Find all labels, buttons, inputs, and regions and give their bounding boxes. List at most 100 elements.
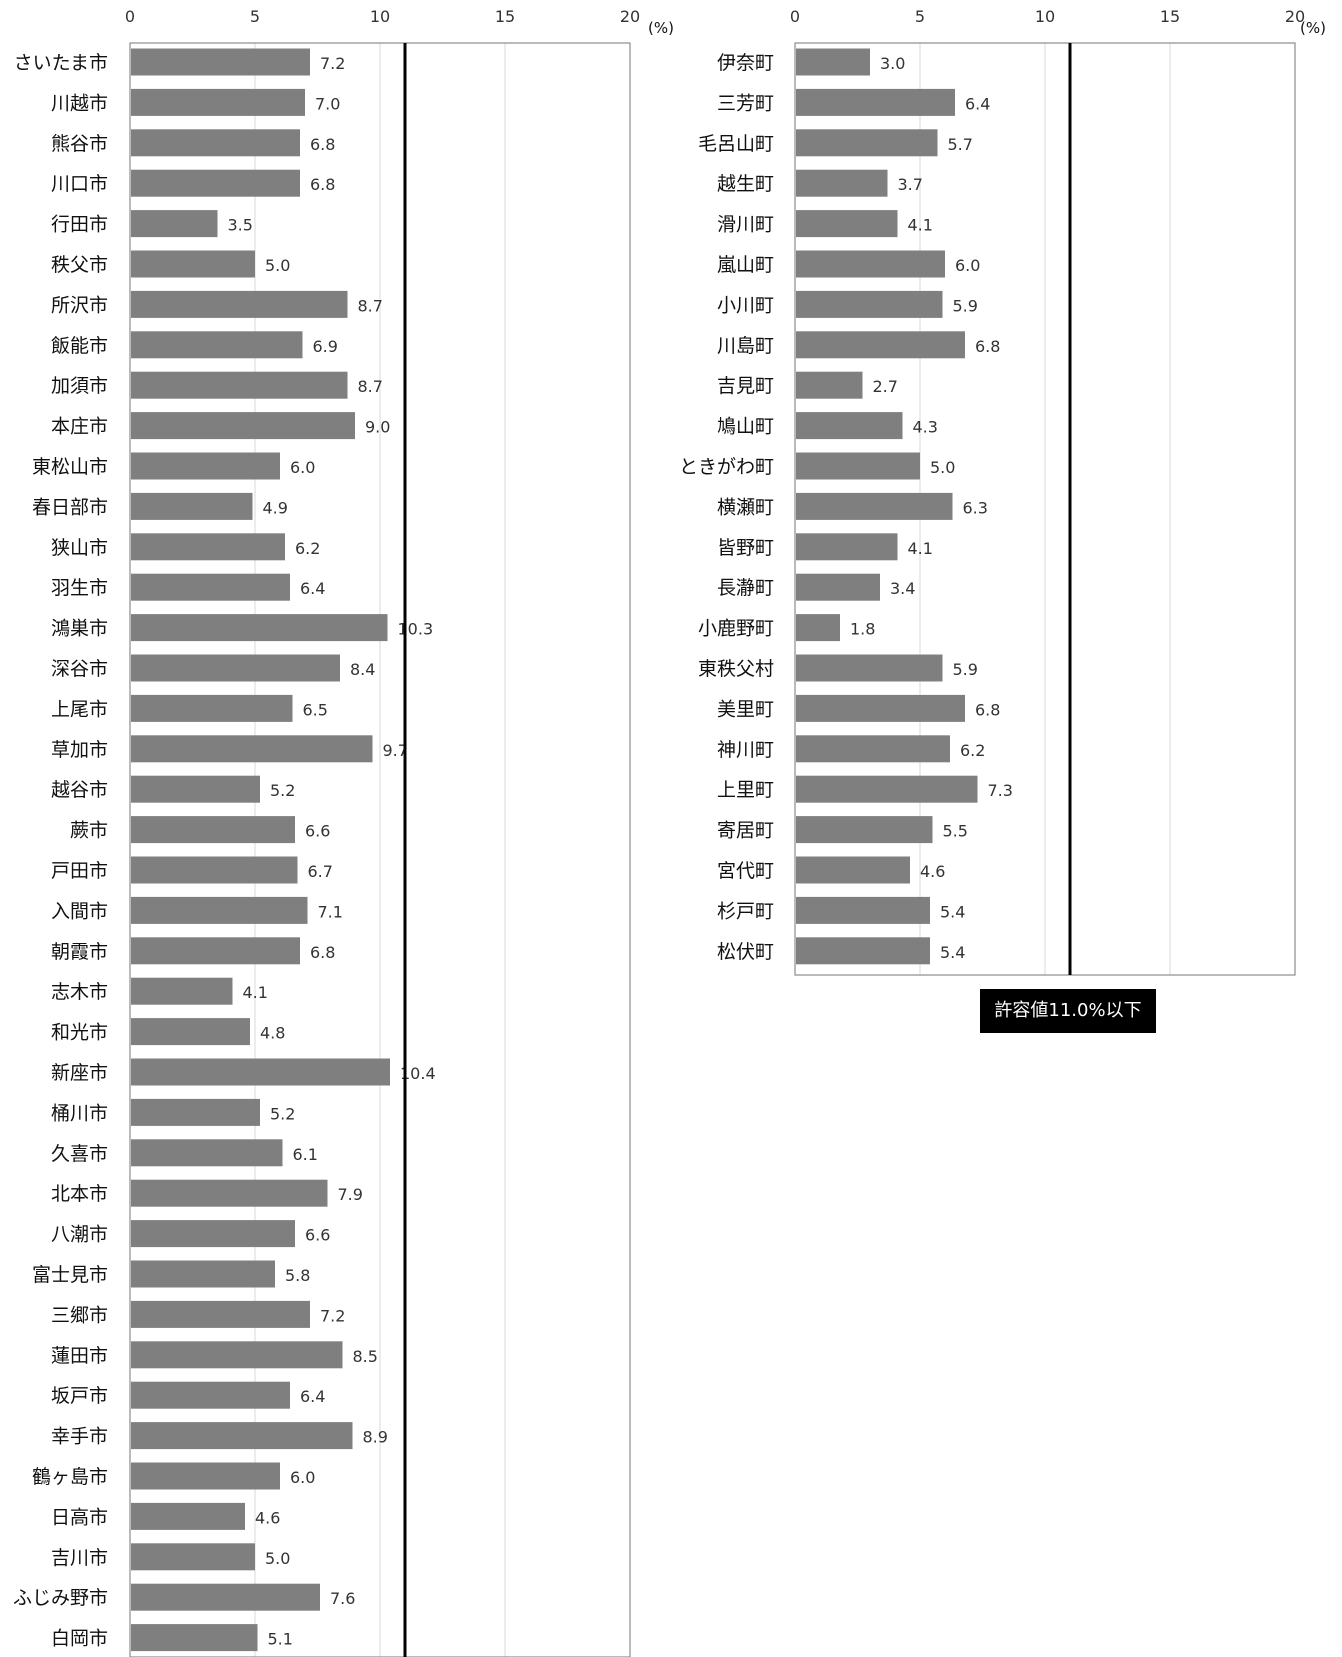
category-label: 加須市 bbox=[51, 375, 108, 397]
category-label: 美里町 bbox=[717, 698, 774, 720]
bar bbox=[796, 250, 945, 278]
value-label: 3.0 bbox=[880, 54, 905, 73]
value-label: 6.4 bbox=[300, 1387, 325, 1406]
x-tick-label: 0 bbox=[790, 7, 800, 26]
bar bbox=[131, 169, 300, 197]
value-label: 7.6 bbox=[330, 1589, 355, 1608]
value-label: 4.6 bbox=[920, 862, 945, 881]
value-label: 6.6 bbox=[305, 822, 330, 841]
value-label: 3.5 bbox=[228, 216, 253, 235]
category-label: 富士見市 bbox=[32, 1264, 108, 1286]
bar bbox=[131, 1179, 328, 1207]
value-label: 10.3 bbox=[398, 620, 434, 639]
value-label: 6.0 bbox=[290, 1468, 315, 1487]
value-label: 4.8 bbox=[260, 1024, 285, 1043]
bar bbox=[131, 533, 285, 561]
value-label: 10.4 bbox=[400, 1064, 436, 1083]
bar bbox=[796, 614, 840, 642]
bar bbox=[796, 331, 965, 359]
category-label: 東松山市 bbox=[32, 456, 108, 478]
value-label: 6.5 bbox=[303, 700, 328, 719]
category-label: 久喜市 bbox=[51, 1143, 108, 1165]
category-label: 蓮田市 bbox=[51, 1345, 108, 1367]
bar bbox=[131, 492, 253, 520]
value-label: 9.7 bbox=[383, 741, 408, 760]
value-label: 5.4 bbox=[940, 943, 965, 962]
bar bbox=[796, 896, 930, 924]
value-label: 4.1 bbox=[908, 539, 933, 558]
unit-label: (%) bbox=[1300, 19, 1326, 37]
bar bbox=[131, 1058, 390, 1086]
category-label: 川口市 bbox=[51, 173, 108, 195]
bar bbox=[131, 1624, 258, 1652]
bar bbox=[131, 1139, 283, 1167]
category-label: 吉見町 bbox=[717, 375, 774, 397]
value-label: 6.8 bbox=[310, 135, 335, 154]
chart-panel-towns: 0 5 10 15 20(%) 伊奈町 3.0 三芳町 6.4 毛呂山町 5.7 越生町 3.7 滑川町 4… bbox=[679, 7, 1326, 976]
value-label: 6.8 bbox=[975, 337, 1000, 356]
bar bbox=[131, 1018, 250, 1046]
bar bbox=[131, 88, 305, 116]
bar bbox=[131, 210, 218, 238]
value-label: 6.0 bbox=[290, 458, 315, 477]
value-label: 6.8 bbox=[975, 700, 1000, 719]
bar bbox=[131, 1341, 343, 1369]
bar bbox=[131, 856, 298, 884]
bar bbox=[131, 1502, 245, 1530]
value-label: 7.1 bbox=[318, 902, 343, 921]
category-label: さいたま市 bbox=[14, 52, 108, 74]
category-label: 深谷市 bbox=[51, 658, 108, 680]
category-label: 上里町 bbox=[717, 779, 774, 801]
bar bbox=[796, 412, 903, 440]
value-label: 8.9 bbox=[363, 1428, 388, 1447]
bar bbox=[131, 331, 303, 359]
value-label: 4.6 bbox=[255, 1508, 280, 1527]
category-label: 三芳町 bbox=[717, 92, 774, 114]
category-label: 和光市 bbox=[51, 1022, 108, 1044]
bar bbox=[131, 1583, 320, 1611]
bar bbox=[796, 856, 910, 884]
value-label: 6.1 bbox=[293, 1145, 318, 1164]
category-label: 滑川町 bbox=[717, 214, 774, 236]
bar bbox=[131, 614, 388, 642]
bar bbox=[796, 210, 898, 238]
bar bbox=[131, 573, 290, 601]
value-label: 5.5 bbox=[943, 822, 968, 841]
x-tick-label: 10 bbox=[370, 7, 390, 26]
value-label: 6.8 bbox=[310, 175, 335, 194]
category-label: 毛呂山町 bbox=[698, 133, 774, 155]
x-tick-label: 15 bbox=[1160, 7, 1180, 26]
category-label: 長瀞町 bbox=[717, 577, 774, 599]
bar bbox=[796, 694, 965, 722]
value-label: 7.2 bbox=[320, 54, 345, 73]
bar bbox=[131, 290, 348, 318]
x-tick-label: 5 bbox=[250, 7, 260, 26]
plot-frame bbox=[794, 42, 1296, 976]
value-label: 1.8 bbox=[850, 620, 875, 639]
value-label: 3.7 bbox=[898, 175, 923, 194]
bar bbox=[131, 816, 295, 844]
bar bbox=[131, 48, 310, 76]
bar bbox=[131, 129, 300, 157]
bar bbox=[131, 937, 300, 965]
category-label: 神川町 bbox=[717, 739, 774, 761]
plot-frame bbox=[129, 42, 631, 1657]
category-label: ふじみ野市 bbox=[13, 1587, 108, 1609]
value-label: 7.2 bbox=[320, 1306, 345, 1325]
bar bbox=[131, 775, 260, 803]
bar bbox=[796, 735, 950, 763]
bar bbox=[796, 533, 898, 561]
category-label: 松伏町 bbox=[717, 941, 774, 963]
x-tick-label: 5 bbox=[915, 7, 925, 26]
category-label: 春日部市 bbox=[32, 496, 108, 518]
threshold-label: 許容値11.0%以下 bbox=[980, 989, 1156, 1033]
bar bbox=[796, 371, 863, 399]
bar bbox=[131, 412, 355, 440]
category-label: 朝霞市 bbox=[51, 941, 108, 963]
x-tick-label: 0 bbox=[125, 7, 135, 26]
category-label: 越生町 bbox=[717, 173, 774, 195]
value-label: 6.7 bbox=[308, 862, 333, 881]
category-label: 川島町 bbox=[717, 335, 774, 357]
value-label: 6.4 bbox=[965, 94, 990, 113]
value-label: 5.1 bbox=[268, 1630, 293, 1649]
